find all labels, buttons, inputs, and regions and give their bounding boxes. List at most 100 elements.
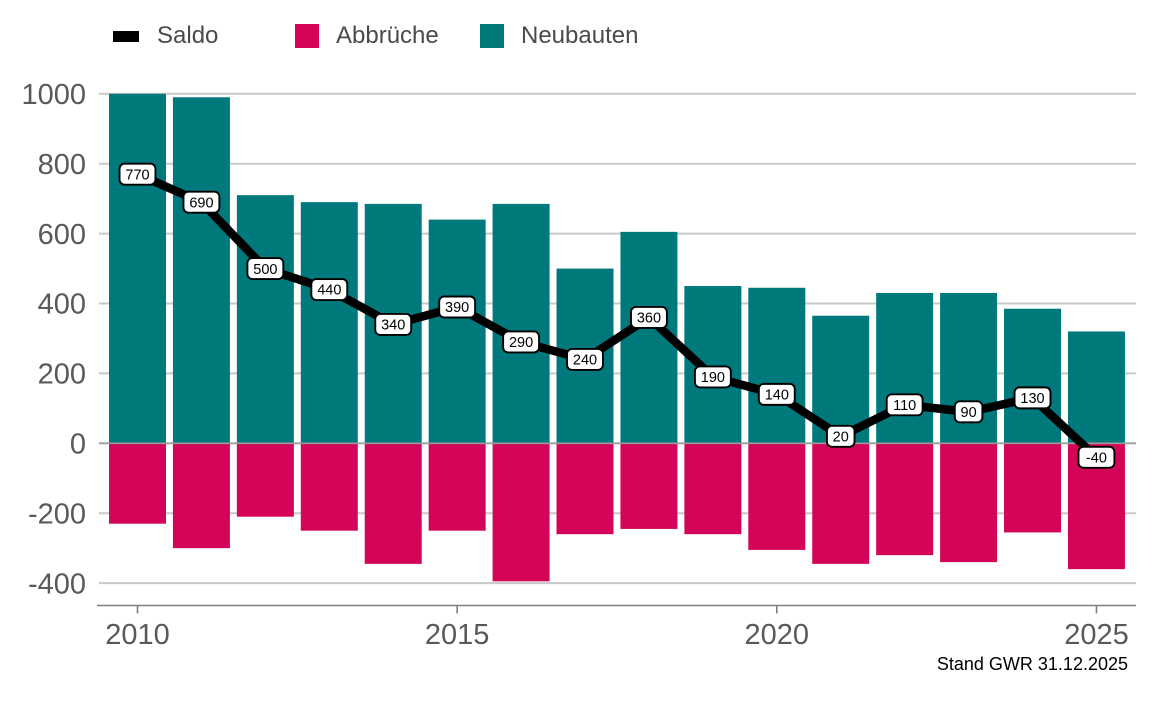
saldo-label-text: 90	[961, 405, 977, 421]
source-note: Stand GWR 31.12.2025	[936, 654, 1128, 674]
saldo-label-2018: 360	[630, 306, 668, 329]
saldo-label-2014: 340	[374, 313, 413, 336]
saldo-label-2025: -40	[1077, 445, 1116, 469]
bar-neubauten-2015[interactable]	[428, 219, 486, 444]
bar-abbrüche-2018[interactable]	[620, 443, 678, 529]
saldo-label-text: 130	[1020, 391, 1044, 407]
saldo-label-box	[1013, 386, 1052, 410]
bar-neubauten-2020[interactable]	[748, 287, 806, 444]
x-axis-label-2025: 2025	[1064, 619, 1129, 651]
saldo-label-text: 390	[445, 300, 469, 316]
saldo-label-2017: 240	[566, 347, 604, 371]
saldo-label-box	[885, 393, 924, 417]
saldo-label-box	[374, 313, 413, 336]
bar-neubauten-2024[interactable]	[1004, 308, 1062, 444]
y-axis-label-400: 400	[38, 289, 86, 321]
saldo-label-text: 500	[253, 262, 277, 278]
saldo-label-text: 770	[125, 167, 149, 183]
bar-neubauten-2012[interactable]	[236, 195, 294, 444]
legend-label-saldo: Saldo	[157, 22, 219, 49]
saldo-label-box	[693, 365, 732, 389]
x-axis-label-2015: 2015	[425, 619, 490, 651]
saldo-label-2012: 500	[246, 257, 285, 280]
saldo-label-2022: 110	[885, 393, 924, 417]
saldo-line[interactable]	[133, 169, 1101, 462]
y-axis-label-0: 0	[70, 428, 86, 460]
bar-abbrüche-2021[interactable]	[812, 443, 870, 564]
bar-abbrüche-2010[interactable]	[109, 443, 166, 524]
saldo-label-box	[118, 162, 157, 186]
saldo-label-text: 340	[381, 318, 405, 334]
saldo-label-text: 290	[509, 335, 533, 351]
y-axis-label--400: -400	[28, 568, 86, 600]
bar-abbrüche-2024[interactable]	[1004, 443, 1062, 533]
bar-neubauten-2016[interactable]	[492, 203, 550, 444]
x-axis-label-2010: 2010	[105, 619, 170, 651]
saldo-label-text: 440	[317, 283, 341, 299]
saldo-label-2019: 190	[693, 365, 732, 389]
saldo-label-text: 690	[189, 195, 213, 211]
bar-abbrüche-2022[interactable]	[876, 443, 934, 556]
saldo-label-2010: 770	[118, 162, 157, 186]
saldo-label-box	[246, 257, 285, 280]
bar-abbrüche-2016[interactable]	[492, 443, 550, 582]
bar-abbrüche-2011[interactable]	[172, 443, 230, 549]
abbrueche-swatch	[295, 24, 319, 48]
bar-neubauten-2013[interactable]	[300, 202, 358, 444]
y-axis-label--200: -200	[28, 498, 86, 530]
saldo-label-box	[953, 400, 984, 424]
saldo-label-2015: 390	[438, 295, 477, 319]
saldo-label-text: 190	[701, 370, 725, 386]
legend-item-abbrueche[interactable]: Abbrüche	[295, 22, 439, 50]
saldo-label-box	[757, 382, 796, 406]
bar-abbrüche-2023[interactable]	[940, 443, 998, 563]
bar-neubauten-2010[interactable]	[109, 93, 166, 444]
saldo-label-box	[502, 330, 540, 354]
saldo-label-2011: 690	[182, 190, 221, 214]
saldo-line-swatch	[113, 30, 139, 42]
saldo-label-text: -40	[1086, 451, 1107, 467]
bar-neubauten-2025[interactable]	[1067, 331, 1125, 444]
bar-abbrüche-2013[interactable]	[300, 443, 358, 531]
bar-abbrüche-2012[interactable]	[236, 443, 294, 517]
bar-abbrüche-2015[interactable]	[428, 443, 486, 531]
saldo-label-box	[825, 424, 856, 448]
saldo-label-box	[566, 347, 604, 371]
bar-neubauten-2019[interactable]	[684, 286, 742, 444]
saldo-label-text: 20	[833, 430, 849, 446]
saldo-label-box	[1077, 445, 1116, 469]
bar-neubauten-2011[interactable]	[172, 97, 230, 444]
legend-item-neubauten[interactable]: Neubauten	[480, 22, 638, 50]
saldo-label-text: 240	[573, 353, 597, 369]
legend-item-saldo[interactable]: Saldo	[113, 22, 218, 50]
saldo-label-2020: 140	[757, 382, 796, 406]
y-axis-label-200: 200	[38, 359, 86, 391]
saldo-label-2024: 130	[1013, 386, 1052, 410]
neubauten-swatch	[480, 24, 504, 48]
y-axis-label-800: 800	[38, 149, 86, 181]
saldo-label-text: 360	[637, 311, 661, 327]
saldo-label-box	[310, 278, 349, 301]
saldo-label-2023: 90	[953, 400, 984, 424]
y-axis-label-600: 600	[38, 219, 86, 251]
saldo-label-box	[182, 190, 221, 214]
bar-abbrüche-2014[interactable]	[364, 443, 422, 564]
x-axis-label-2020: 2020	[745, 619, 810, 651]
y-axis-label-1000: 1000	[21, 79, 86, 111]
bar-neubauten-2022[interactable]	[876, 293, 934, 444]
bar-abbrüche-2019[interactable]	[684, 443, 742, 535]
bar-abbrüche-2020[interactable]	[748, 443, 806, 550]
saldo-label-box	[438, 295, 477, 319]
legend-label-abbrueche: Abbrüche	[336, 22, 439, 49]
saldo-label-2016: 290	[502, 330, 540, 354]
saldo-label-text: 110	[893, 398, 916, 414]
legend: Saldo Abbrüche Neubauten	[0, 0, 1152, 70]
saldo-label-box	[630, 306, 668, 329]
saldo-label-2013: 440	[310, 278, 349, 301]
saldo-label-text: 140	[765, 388, 789, 404]
legend-label-neubauten: Neubauten	[521, 22, 639, 49]
saldo-label-2021: 20	[825, 424, 856, 448]
bar-abbrüche-2017[interactable]	[556, 443, 614, 535]
